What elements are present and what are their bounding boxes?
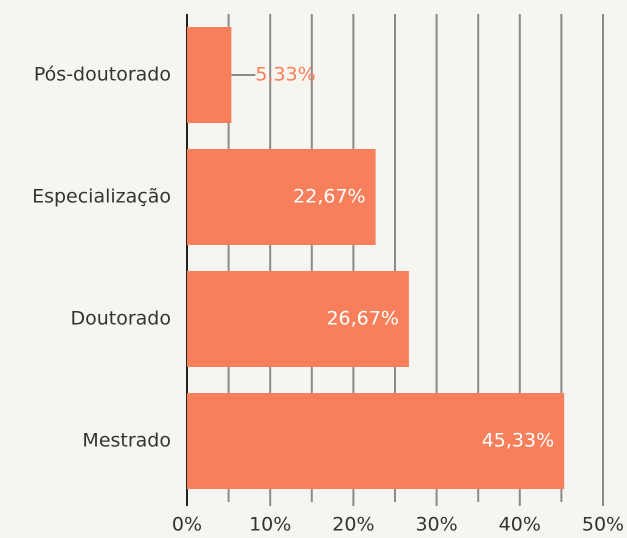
bar [187,393,565,489]
x-tick-label: 20% [332,514,374,536]
bar [187,27,232,123]
x-tick-label: 30% [415,514,457,536]
y-tick-label: Mestrado [82,430,171,452]
x-tick-label: 10% [249,514,291,536]
value-label: 22,67% [293,186,365,208]
y-tick-label: Especialização [32,186,171,208]
bar [187,149,376,245]
y-tick-label: Doutorado [70,308,171,330]
bar [187,271,409,367]
x-tick-label: 0% [172,514,202,536]
value-label: 5,33% [255,64,315,86]
y-tick-label: Pós-doutorado [34,64,171,86]
x-tick-label: 50% [582,514,624,536]
value-label: 26,67% [326,308,398,330]
value-label: 45,33% [482,430,554,452]
x-tick-label: 40% [499,514,541,536]
